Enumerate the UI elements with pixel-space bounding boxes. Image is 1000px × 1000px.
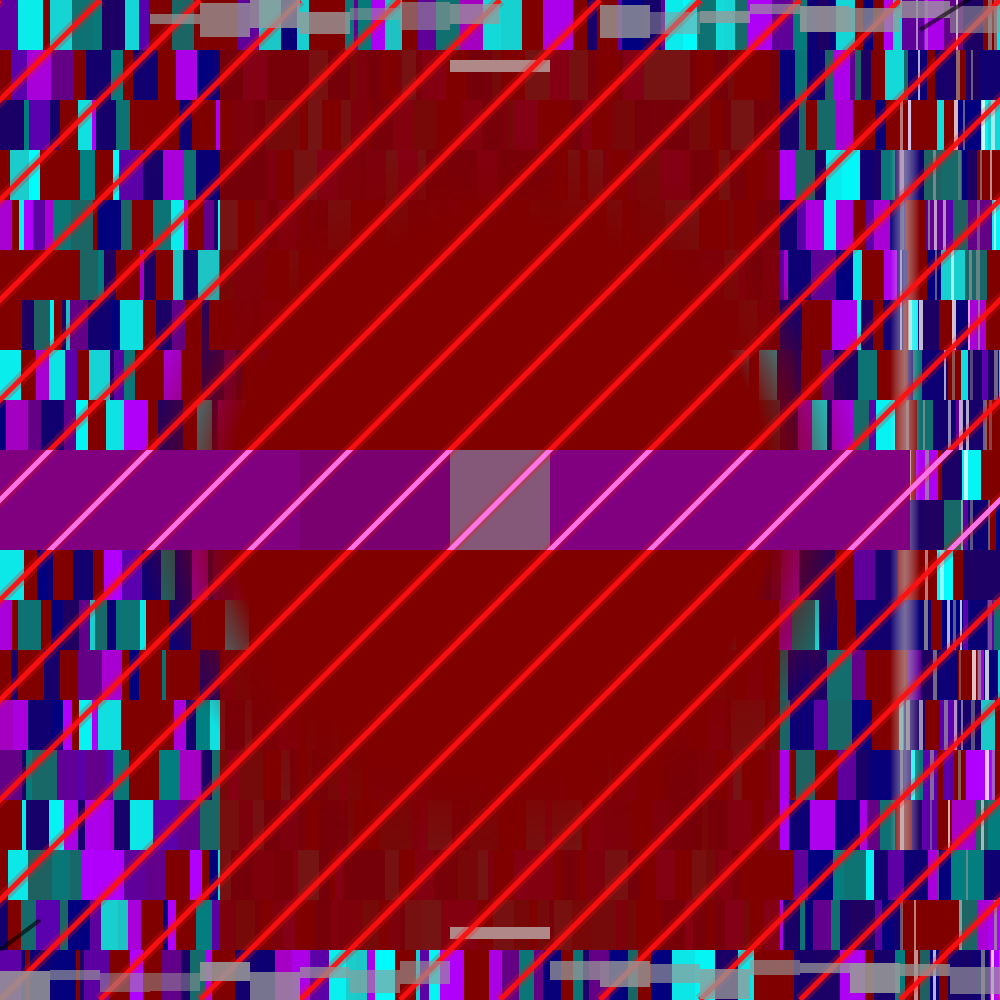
bottom-edge-tile [900,964,950,976]
diagonal-stripe-glow [0,0,205,209]
top-edge-tile [800,6,850,32]
diagonal-stripe [498,496,1000,1000]
diagonal-stripe-glow [0,0,505,509]
corner-glint-bottom-left [0,918,42,952]
corner-glint-top-right [918,0,972,32]
band-diagonal-stripe [546,450,654,550]
bottom-edge-tile [600,961,650,987]
bottom-edge-tile [50,970,100,980]
band-diagonal-stripe [846,450,954,550]
top-edge-tile [350,8,400,20]
diagonal-stripe [798,796,1000,1000]
bottom-edge-tile [750,960,800,975]
bottom-edge-tile [150,973,200,991]
band-diagonal-stripe [46,450,154,550]
top-edge-tile [200,3,250,37]
bottom-edge-tile [200,962,250,981]
band-diagonal-stripe [146,450,254,550]
top-edge-tile [300,12,350,34]
top-edge-tile [850,8,900,32]
band-diagonal-stripe [346,450,454,550]
diagonal-stripe-glow [0,0,305,309]
bottom-edge-tile [400,961,450,984]
bottom-edge-tile [0,971,50,1000]
bottom-edge-tile [250,972,300,1000]
bottom-edge-tile [100,973,150,992]
top-edge-tile [450,4,500,24]
top-edge-tile [900,1,950,18]
bottom-edge-tile [350,970,400,993]
bottom-edge-tile [800,963,850,973]
diagonal-stripe [598,596,1000,1000]
diagonal-stripe-glow [695,691,1000,1000]
top-edge-tile [650,12,700,34]
band-diagonal-stripe [246,450,354,550]
top-edge-tile [950,6,1000,33]
bottom-gray-bar [450,927,550,939]
diagonal-stripe [0,0,302,304]
band-diagonal-stripe [646,450,754,550]
top-edge-tile [600,5,650,38]
diagonal-stripe-glow [595,591,1000,1000]
bottom-edge-tile [950,967,1000,994]
bottom-edge-tile [850,963,900,993]
diagonal-stripe [0,0,402,404]
diagonal-stripe-glow [495,491,1000,1000]
diagonal-stripe [0,0,202,204]
diagonal-stripe-glow [0,0,405,409]
bottom-edge-tile [550,961,600,980]
band-dark-segment [300,450,450,550]
diagonal-stripe-glow [795,791,1000,1000]
top-edge-tile [700,11,750,23]
bottom-edge-tile [300,967,350,978]
diagonal-stripe [698,696,1000,1000]
top-edge-tile [400,2,450,30]
band-diagonal-stripe [746,450,854,550]
top-edge-tile [750,4,800,14]
bottom-edge-tile [650,964,700,983]
top-gray-bar [450,60,550,72]
top-edge-tile [150,14,200,24]
diagonal-stripe [0,0,502,504]
bottom-edge-tile [700,969,750,999]
top-edge-tile [250,0,300,28]
